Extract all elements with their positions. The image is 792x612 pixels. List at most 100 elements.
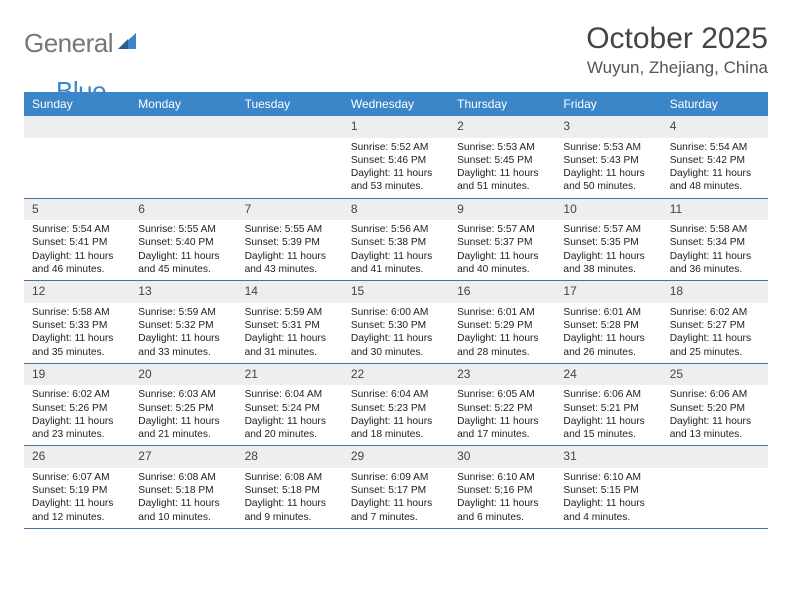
day-number bbox=[130, 116, 236, 138]
day-number: 5 bbox=[24, 199, 130, 221]
logo-text-1: General bbox=[24, 28, 113, 59]
day-details: Sunrise: 5:53 AMSunset: 5:43 PMDaylight:… bbox=[555, 138, 661, 198]
day-cell: 25Sunrise: 6:06 AMSunset: 5:20 PMDayligh… bbox=[662, 364, 768, 446]
week-row: 5Sunrise: 5:54 AMSunset: 5:41 PMDaylight… bbox=[24, 199, 768, 282]
day-header-row: SundayMondayTuesdayWednesdayThursdayFrid… bbox=[24, 92, 768, 116]
day-cell: 9Sunrise: 5:57 AMSunset: 5:37 PMDaylight… bbox=[449, 199, 555, 281]
day-number: 28 bbox=[237, 446, 343, 468]
day-details: Sunrise: 6:06 AMSunset: 5:20 PMDaylight:… bbox=[662, 385, 768, 445]
day-details: Sunrise: 6:01 AMSunset: 5:29 PMDaylight:… bbox=[449, 303, 555, 363]
day-cell: 3Sunrise: 5:53 AMSunset: 5:43 PMDaylight… bbox=[555, 116, 661, 198]
day-number: 1 bbox=[343, 116, 449, 138]
day-number bbox=[662, 446, 768, 468]
day-number: 16 bbox=[449, 281, 555, 303]
day-cell: 19Sunrise: 6:02 AMSunset: 5:26 PMDayligh… bbox=[24, 364, 130, 446]
day-details: Sunrise: 6:10 AMSunset: 5:15 PMDaylight:… bbox=[555, 468, 661, 528]
empty-cell bbox=[237, 116, 343, 198]
day-cell: 11Sunrise: 5:58 AMSunset: 5:34 PMDayligh… bbox=[662, 199, 768, 281]
day-cell: 27Sunrise: 6:08 AMSunset: 5:18 PMDayligh… bbox=[130, 446, 236, 528]
day-cell: 7Sunrise: 5:55 AMSunset: 5:39 PMDaylight… bbox=[237, 199, 343, 281]
day-number: 19 bbox=[24, 364, 130, 386]
day-details bbox=[237, 138, 343, 145]
day-cell: 28Sunrise: 6:08 AMSunset: 5:18 PMDayligh… bbox=[237, 446, 343, 528]
week-row: 19Sunrise: 6:02 AMSunset: 5:26 PMDayligh… bbox=[24, 364, 768, 447]
day-details: Sunrise: 6:03 AMSunset: 5:25 PMDaylight:… bbox=[130, 385, 236, 445]
day-header-saturday: Saturday bbox=[662, 92, 768, 116]
week-row: 26Sunrise: 6:07 AMSunset: 5:19 PMDayligh… bbox=[24, 446, 768, 529]
day-cell: 17Sunrise: 6:01 AMSunset: 5:28 PMDayligh… bbox=[555, 281, 661, 363]
day-cell: 24Sunrise: 6:06 AMSunset: 5:21 PMDayligh… bbox=[555, 364, 661, 446]
day-cell: 2Sunrise: 5:53 AMSunset: 5:45 PMDaylight… bbox=[449, 116, 555, 198]
day-cell: 6Sunrise: 5:55 AMSunset: 5:40 PMDaylight… bbox=[130, 199, 236, 281]
day-details: Sunrise: 5:57 AMSunset: 5:35 PMDaylight:… bbox=[555, 220, 661, 280]
day-number bbox=[24, 116, 130, 138]
day-number: 15 bbox=[343, 281, 449, 303]
day-details: Sunrise: 6:08 AMSunset: 5:18 PMDaylight:… bbox=[130, 468, 236, 528]
day-details: Sunrise: 5:59 AMSunset: 5:31 PMDaylight:… bbox=[237, 303, 343, 363]
day-cell: 23Sunrise: 6:05 AMSunset: 5:22 PMDayligh… bbox=[449, 364, 555, 446]
day-number: 30 bbox=[449, 446, 555, 468]
day-number: 2 bbox=[449, 116, 555, 138]
day-number: 3 bbox=[555, 116, 661, 138]
day-number: 4 bbox=[662, 116, 768, 138]
day-number: 26 bbox=[24, 446, 130, 468]
day-number: 14 bbox=[237, 281, 343, 303]
day-details: Sunrise: 6:04 AMSunset: 5:23 PMDaylight:… bbox=[343, 385, 449, 445]
day-number: 17 bbox=[555, 281, 661, 303]
day-header-friday: Friday bbox=[555, 92, 661, 116]
empty-cell bbox=[130, 116, 236, 198]
day-number: 7 bbox=[237, 199, 343, 221]
day-cell: 16Sunrise: 6:01 AMSunset: 5:29 PMDayligh… bbox=[449, 281, 555, 363]
day-details: Sunrise: 5:59 AMSunset: 5:32 PMDaylight:… bbox=[130, 303, 236, 363]
day-cell: 21Sunrise: 6:04 AMSunset: 5:24 PMDayligh… bbox=[237, 364, 343, 446]
day-cell: 31Sunrise: 6:10 AMSunset: 5:15 PMDayligh… bbox=[555, 446, 661, 528]
day-number: 23 bbox=[449, 364, 555, 386]
day-number: 24 bbox=[555, 364, 661, 386]
day-number: 31 bbox=[555, 446, 661, 468]
week-row: 1Sunrise: 5:52 AMSunset: 5:46 PMDaylight… bbox=[24, 116, 768, 199]
day-cell: 30Sunrise: 6:10 AMSunset: 5:16 PMDayligh… bbox=[449, 446, 555, 528]
day-header-wednesday: Wednesday bbox=[343, 92, 449, 116]
day-cell: 26Sunrise: 6:07 AMSunset: 5:19 PMDayligh… bbox=[24, 446, 130, 528]
day-number: 11 bbox=[662, 199, 768, 221]
day-cell: 5Sunrise: 5:54 AMSunset: 5:41 PMDaylight… bbox=[24, 199, 130, 281]
day-number: 13 bbox=[130, 281, 236, 303]
day-number: 27 bbox=[130, 446, 236, 468]
day-cell: 13Sunrise: 5:59 AMSunset: 5:32 PMDayligh… bbox=[130, 281, 236, 363]
day-details: Sunrise: 5:57 AMSunset: 5:37 PMDaylight:… bbox=[449, 220, 555, 280]
day-number: 18 bbox=[662, 281, 768, 303]
day-details: Sunrise: 6:02 AMSunset: 5:26 PMDaylight:… bbox=[24, 385, 130, 445]
day-details: Sunrise: 6:04 AMSunset: 5:24 PMDaylight:… bbox=[237, 385, 343, 445]
day-cell: 22Sunrise: 6:04 AMSunset: 5:23 PMDayligh… bbox=[343, 364, 449, 446]
day-cell: 1Sunrise: 5:52 AMSunset: 5:46 PMDaylight… bbox=[343, 116, 449, 198]
day-details: Sunrise: 6:08 AMSunset: 5:18 PMDaylight:… bbox=[237, 468, 343, 528]
day-details bbox=[24, 138, 130, 145]
day-details: Sunrise: 6:09 AMSunset: 5:17 PMDaylight:… bbox=[343, 468, 449, 528]
day-cell: 18Sunrise: 6:02 AMSunset: 5:27 PMDayligh… bbox=[662, 281, 768, 363]
day-number: 8 bbox=[343, 199, 449, 221]
location: Wuyun, Zhejiang, China bbox=[586, 58, 768, 78]
calendar: SundayMondayTuesdayWednesdayThursdayFrid… bbox=[24, 92, 768, 529]
title-block: October 2025 Wuyun, Zhejiang, China bbox=[586, 22, 768, 78]
day-number: 6 bbox=[130, 199, 236, 221]
day-details: Sunrise: 5:55 AMSunset: 5:39 PMDaylight:… bbox=[237, 220, 343, 280]
day-details: Sunrise: 5:58 AMSunset: 5:33 PMDaylight:… bbox=[24, 303, 130, 363]
day-details: Sunrise: 6:05 AMSunset: 5:22 PMDaylight:… bbox=[449, 385, 555, 445]
logo: General bbox=[24, 28, 140, 59]
calendar-page: General October 2025 Wuyun, Zhejiang, Ch… bbox=[0, 0, 792, 539]
sail-icon bbox=[116, 31, 138, 56]
day-details: Sunrise: 5:53 AMSunset: 5:45 PMDaylight:… bbox=[449, 138, 555, 198]
day-details: Sunrise: 5:54 AMSunset: 5:41 PMDaylight:… bbox=[24, 220, 130, 280]
day-details: Sunrise: 6:07 AMSunset: 5:19 PMDaylight:… bbox=[24, 468, 130, 528]
day-cell: 20Sunrise: 6:03 AMSunset: 5:25 PMDayligh… bbox=[130, 364, 236, 446]
day-details bbox=[662, 468, 768, 475]
day-number: 9 bbox=[449, 199, 555, 221]
month-title: October 2025 bbox=[586, 22, 768, 56]
weeks-container: 1Sunrise: 5:52 AMSunset: 5:46 PMDaylight… bbox=[24, 116, 768, 529]
day-cell: 4Sunrise: 5:54 AMSunset: 5:42 PMDaylight… bbox=[662, 116, 768, 198]
day-number: 20 bbox=[130, 364, 236, 386]
day-number: 22 bbox=[343, 364, 449, 386]
day-details: Sunrise: 5:52 AMSunset: 5:46 PMDaylight:… bbox=[343, 138, 449, 198]
day-number: 10 bbox=[555, 199, 661, 221]
day-cell: 8Sunrise: 5:56 AMSunset: 5:38 PMDaylight… bbox=[343, 199, 449, 281]
